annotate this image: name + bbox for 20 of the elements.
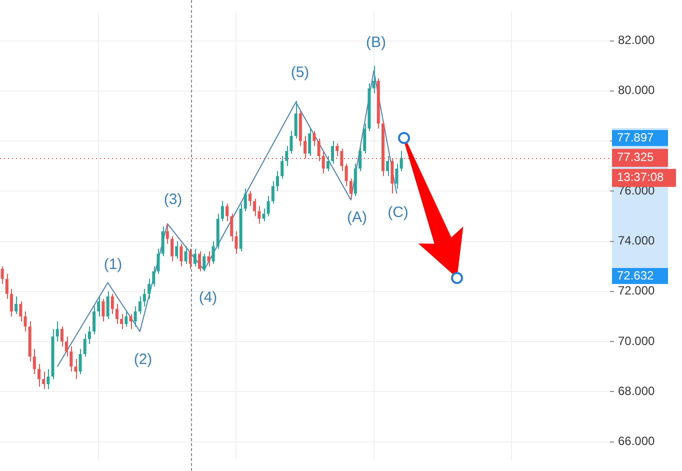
y-tick-label: 70.000 [618, 334, 656, 348]
annotation: (B) [366, 34, 386, 52]
y-tick-label: 80.000 [618, 83, 656, 98]
annotation: (4) [198, 289, 218, 306]
annotation: (A) [347, 209, 367, 226]
text: 13:37:08 [617, 170, 664, 184]
y-tick-label: 72.000 [618, 284, 656, 298]
y-tick-label: 68.000 [618, 384, 656, 398]
annotation: (5) [290, 64, 310, 82]
y-tick-label: 74.000 [618, 234, 656, 248]
y-tick-label: 76.000 [618, 183, 656, 198]
text: 72.632 [617, 268, 654, 282]
annotation: (2) [134, 351, 152, 368]
ref-line-label: 77.325 [617, 150, 654, 164]
y-tick-label: 66.000 [618, 434, 656, 448]
annotation: (3) [164, 191, 182, 208]
annotation: (1) [104, 256, 122, 274]
y-tick-label: 82.000 [618, 33, 656, 48]
annotation: (C) [388, 204, 408, 222]
text: 77.897 [617, 130, 654, 144]
